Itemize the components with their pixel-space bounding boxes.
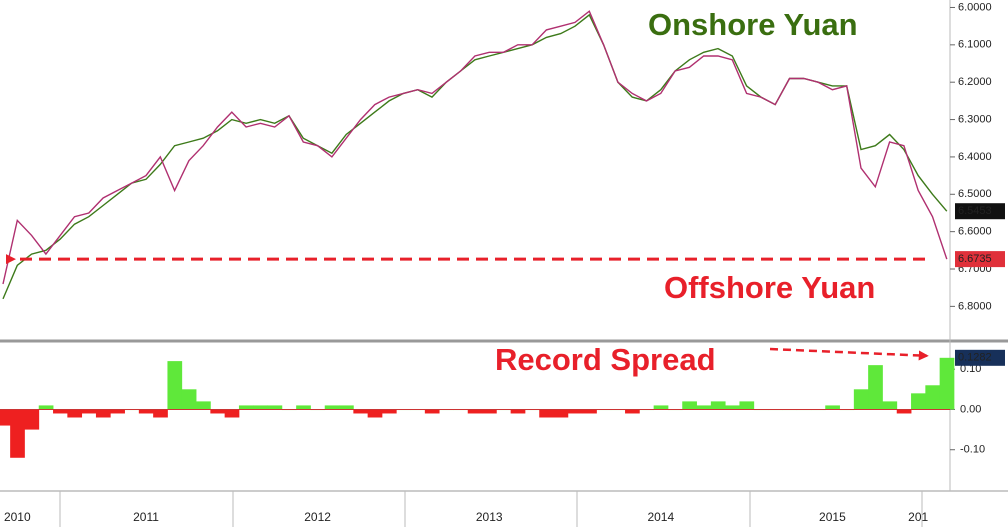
last-value-label: 6.6735 bbox=[958, 253, 992, 265]
spread-bar bbox=[553, 409, 569, 418]
y-tick-label: 6.6000 bbox=[958, 226, 992, 238]
last-value-badge bbox=[955, 349, 1005, 366]
spread-bar bbox=[725, 405, 740, 410]
last-value-badge bbox=[955, 251, 1005, 268]
y-tick-label: 6.1000 bbox=[958, 39, 992, 51]
spread-bar bbox=[424, 409, 440, 414]
spread-bar bbox=[10, 409, 25, 458]
last-value-badge bbox=[955, 203, 1005, 220]
spread-bar bbox=[53, 409, 68, 414]
spread-bar bbox=[896, 409, 912, 414]
x-tick-label: 201 bbox=[908, 510, 928, 524]
spread-bar bbox=[224, 409, 240, 418]
series-label: Offshore Yuan bbox=[664, 270, 875, 305]
spread-bar bbox=[238, 405, 254, 410]
spread-bar bbox=[510, 409, 526, 414]
spread-bar bbox=[167, 361, 183, 410]
y-tick-label: 6.5000 bbox=[958, 188, 992, 200]
spread-bar bbox=[0, 409, 11, 426]
spread-bar bbox=[353, 409, 369, 414]
spread-bar bbox=[739, 401, 755, 410]
spread-bar bbox=[381, 409, 397, 414]
spread-bar bbox=[196, 401, 211, 410]
y-tick-label: 0.00 bbox=[960, 403, 981, 415]
y-tick-label: 6.2000 bbox=[958, 76, 992, 88]
spread-bar bbox=[653, 405, 669, 410]
spread-bar bbox=[110, 409, 125, 414]
y-tick-label: 6.3000 bbox=[958, 113, 992, 125]
spread-bar bbox=[296, 405, 311, 410]
spread-bar bbox=[696, 405, 712, 410]
spread-bar bbox=[67, 409, 83, 418]
spread-bar bbox=[710, 401, 726, 410]
spread-bar bbox=[868, 365, 883, 410]
spread-bar bbox=[38, 405, 54, 410]
y-tick-label: -0.10 bbox=[960, 444, 985, 456]
y-tick-label: 6.0000 bbox=[958, 1, 992, 13]
spread-bar bbox=[625, 409, 640, 414]
spread-bar bbox=[882, 401, 898, 410]
spread-bar bbox=[467, 409, 483, 414]
spread-bar bbox=[181, 389, 197, 410]
y-tick-label: 0.10 bbox=[960, 363, 981, 375]
spread-bar bbox=[324, 405, 340, 410]
spread-bar bbox=[95, 409, 111, 418]
x-tick-label: 2014 bbox=[647, 510, 674, 524]
last-value-label: 6.5453 bbox=[958, 205, 992, 217]
last-value-label: 0.1282 bbox=[958, 352, 992, 364]
spread-bar bbox=[367, 409, 383, 418]
spread-bar bbox=[582, 409, 597, 414]
x-tick-label: 2015 bbox=[819, 510, 846, 524]
spread-bar bbox=[482, 409, 497, 414]
spread-bar bbox=[925, 385, 941, 410]
spread-bar bbox=[853, 389, 869, 410]
series-label: Onshore Yuan bbox=[648, 7, 858, 42]
spread-bar bbox=[682, 401, 697, 410]
x-tick-label: 2011 bbox=[133, 510, 159, 524]
annotation: Record Spread bbox=[495, 342, 716, 377]
x-tick-label: 2013 bbox=[476, 510, 503, 524]
spread-bar bbox=[825, 405, 840, 410]
spread-bar bbox=[539, 409, 554, 418]
spread-bar bbox=[24, 409, 40, 430]
x-tick-label: 2012 bbox=[304, 510, 331, 524]
spread-bar bbox=[253, 405, 268, 410]
spread-bar bbox=[138, 409, 154, 414]
x-tick-label: 2010 bbox=[4, 510, 31, 524]
spread-bar bbox=[153, 409, 168, 418]
spread-bar bbox=[567, 409, 583, 414]
spread-bar bbox=[267, 405, 283, 410]
spread-bar bbox=[210, 409, 226, 414]
series-line bbox=[2, 10, 948, 285]
spread-bar bbox=[911, 393, 926, 410]
y-tick-label: 6.8000 bbox=[958, 300, 992, 312]
year-separators bbox=[59, 491, 923, 527]
spread-bar bbox=[939, 357, 955, 410]
annotation-arrow bbox=[769, 347, 929, 361]
spread-bar bbox=[339, 405, 354, 410]
spread-bar bbox=[81, 409, 97, 414]
y-tick-label: 6.4000 bbox=[958, 151, 992, 163]
